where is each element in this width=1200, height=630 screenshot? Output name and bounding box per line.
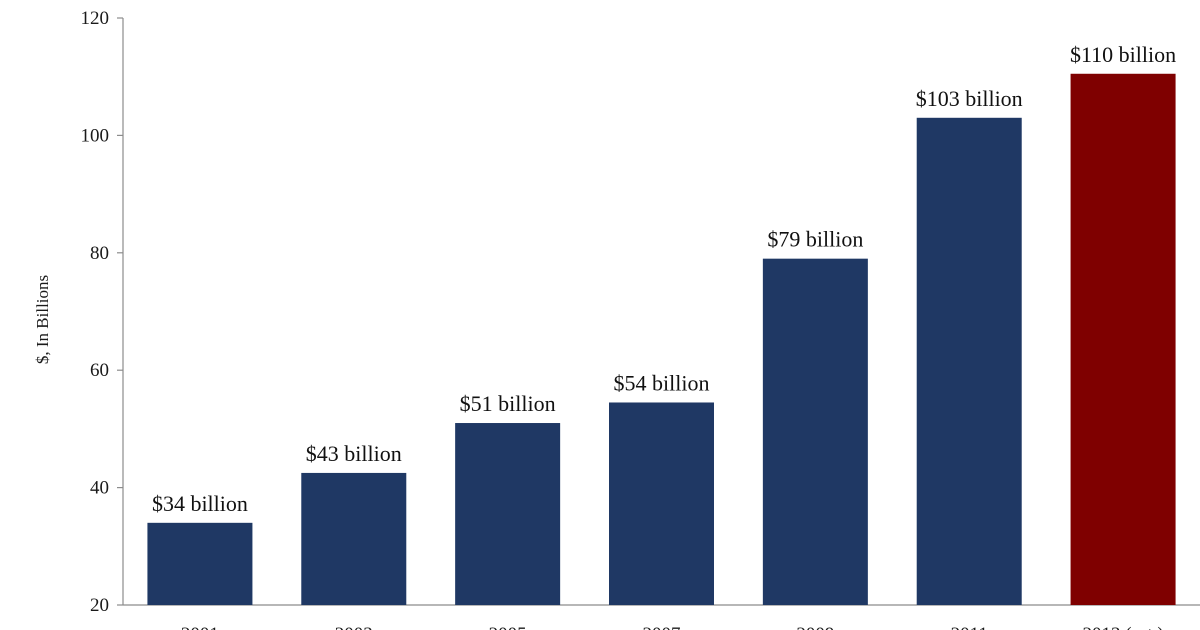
data-label: $103 billion: [916, 86, 1023, 111]
data-label: $79 billion: [767, 227, 863, 252]
x-category-label: 2003: [335, 624, 373, 630]
x-category-label: 2011: [951, 624, 988, 630]
data-label: $34 billion: [152, 491, 248, 516]
bar-2009: [762, 258, 868, 605]
y-tick-label: 120: [81, 8, 110, 29]
x-category-label: 2005: [489, 624, 527, 630]
bar-2007: [609, 402, 714, 605]
x-category-label: 2001: [181, 624, 219, 630]
data-label: $110 billion: [1070, 42, 1176, 67]
x-axis-labels: 2001 2003 2005 2007 2009 2011 2013 (est.): [181, 624, 1164, 630]
data-label: $54 billion: [614, 370, 710, 395]
y-tick-label: 100: [81, 125, 110, 146]
y-tick-label: 40: [90, 478, 109, 499]
y-tick-label: 80: [90, 243, 109, 264]
bar-2003: [301, 472, 407, 605]
y-tick-label: 60: [90, 360, 109, 381]
bar-2013-est: [1070, 73, 1176, 605]
data-labels: $34 billion $43 billion $51 billion $54 bil…: [152, 42, 1176, 516]
bar-2001: [147, 522, 253, 605]
bar-2005: [455, 423, 561, 605]
data-label: $51 billion: [460, 391, 556, 416]
x-category-label: 2009: [796, 624, 834, 630]
data-label: $43 billion: [306, 441, 402, 466]
x-category-label: 2007: [643, 624, 681, 630]
bar-2011: [916, 117, 1022, 605]
bars: [147, 73, 1176, 605]
y-axis-title: $, In Billions: [33, 275, 52, 364]
y-tick-label: 20: [90, 595, 109, 616]
x-category-label: 2013 (est.): [1082, 624, 1163, 630]
